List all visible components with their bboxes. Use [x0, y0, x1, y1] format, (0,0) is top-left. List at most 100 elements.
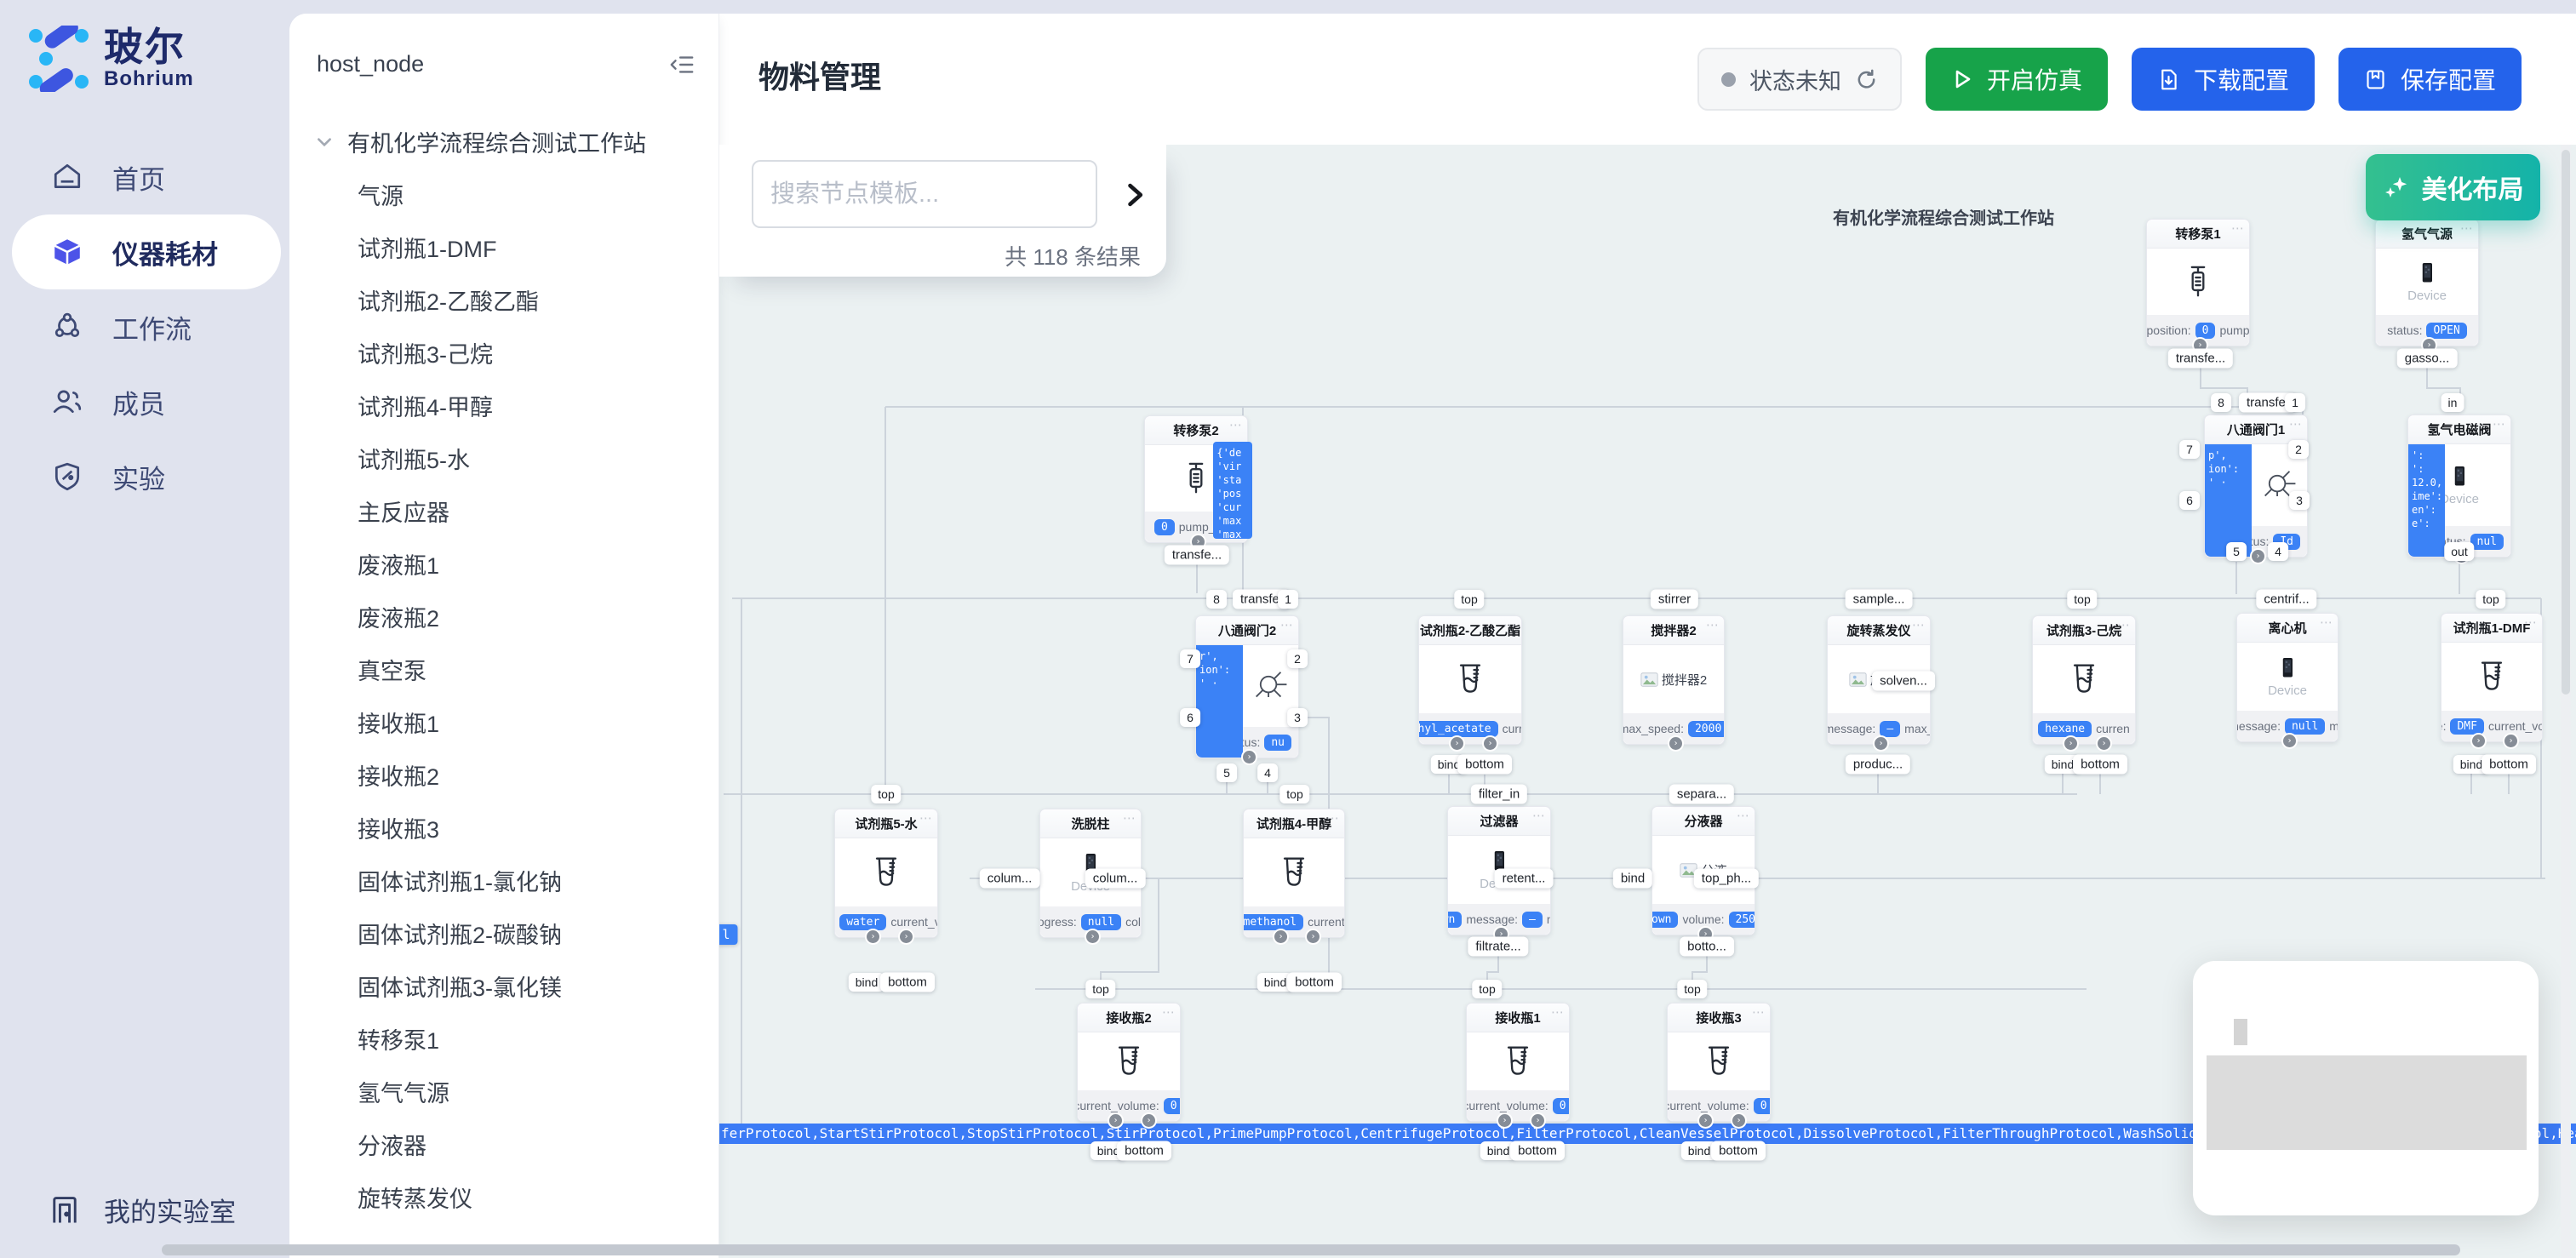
port-label[interactable]: 1	[2285, 393, 2305, 412]
port-label[interactable]: bottom	[1711, 1141, 1766, 1161]
port-label[interactable]: botto...	[1680, 936, 1734, 957]
port-label[interactable]: 6	[2179, 491, 2200, 510]
port-label[interactable]: top	[871, 785, 902, 803]
clipped-chip[interactable]: l	[719, 924, 738, 945]
port-label[interactable]: bottom	[1457, 754, 1512, 775]
flow-node-pump1[interactable]: 转移泵1 ⋯ position: 0 pump ›	[2146, 219, 2250, 352]
port-handle-icon[interactable]: ›	[1699, 1114, 1712, 1127]
port-label[interactable]: stirrer	[1650, 589, 1699, 609]
port-label[interactable]: top	[1085, 980, 1116, 998]
port-label[interactable]: bottom	[1510, 1141, 1565, 1161]
port-label[interactable]: solven...	[1872, 671, 1935, 691]
port-handle-icon[interactable]: ›	[1669, 737, 1682, 750]
expand-results-icon[interactable]	[1122, 182, 1148, 208]
tree-item[interactable]: 试剂瓶3-己烷	[358, 342, 494, 368]
flow-node-pump2[interactable]: 转移泵2 ⋯ 0 pump_info: {'de'vir'sta'pos'cur'max…	[1144, 415, 1252, 548]
vertical-scrollbar[interactable]	[2561, 145, 2571, 1258]
tree-item[interactable]: 转移泵1	[358, 1028, 440, 1054]
flow-node-valve1[interactable]: 八通阀门1⋯status:Idp',ion':' ·›	[2204, 415, 2308, 563]
port-label[interactable]: 1	[1278, 590, 1298, 609]
port-label[interactable]: colum...	[1085, 868, 1146, 889]
port-handle-icon[interactable]: ›	[1484, 737, 1497, 750]
port-handle-icon[interactable]: ›	[2064, 737, 2077, 750]
port-label[interactable]: in	[2441, 393, 2464, 412]
port-label[interactable]: bind	[1680, 1141, 1718, 1160]
port-label[interactable]: bind	[1257, 973, 1294, 992]
port-handle-icon[interactable]: ›	[1498, 1114, 1511, 1127]
flow-node-centrifuge[interactable]: 离心机 ⋯ Device message:nullma ›	[2236, 613, 2338, 747]
port-label[interactable]: filtrate...	[1468, 936, 1529, 957]
port-label[interactable]: sample...	[1845, 589, 1913, 609]
download-config-button[interactable]: 下载配置	[2131, 48, 2315, 111]
flow-node-receiver1[interactable]: 接收瓶1 ⋯ current_volume: 0 › ›	[1466, 1003, 1570, 1127]
port-handle-icon[interactable]: ›	[1732, 1114, 1745, 1127]
node-menu-icon[interactable]: ⋯	[1326, 811, 1340, 826]
port-label[interactable]: produc...	[1845, 754, 1911, 775]
flow-node-stirrer2[interactable]: 搅拌器2 ⋯ 搅拌器2 max_speed: 2000 ›	[1623, 615, 1725, 750]
collapse-panel-icon[interactable]	[669, 52, 695, 77]
port-label[interactable]: 5	[2226, 542, 2247, 561]
tree-root-row[interactable]: 有机化学流程综合测试工作站	[289, 77, 718, 158]
port-label[interactable]: 8	[2211, 393, 2231, 412]
port-label[interactable]: bind	[1480, 1141, 1517, 1160]
node-menu-icon[interactable]: ⋯	[1162, 1005, 1176, 1020]
sidebar-item-my-lab[interactable]: 我的实验室	[0, 1191, 236, 1229]
tree-item[interactable]: 真空泵	[358, 659, 426, 684]
port-handle-icon[interactable]: ›	[1109, 1114, 1122, 1127]
node-menu-icon[interactable]: ⋯	[1706, 618, 1720, 632]
flow-node-valve2[interactable]: 八通阀门2⋯status:nur',ion':' ·›	[1195, 615, 1299, 763]
node-menu-icon[interactable]: ⋯	[1229, 418, 1243, 432]
port-handle-icon[interactable]: ›	[1531, 1114, 1544, 1127]
port-label[interactable]: transfe.	[1232, 589, 1291, 609]
port-label[interactable]: bottom	[1287, 972, 1342, 992]
port-label[interactable]: bind	[1612, 868, 1653, 889]
port-label[interactable]: 3	[2289, 491, 2310, 510]
port-label[interactable]: 2	[1287, 649, 1308, 668]
port-label[interactable]: top_ph...	[1693, 868, 1760, 889]
tree-item[interactable]: 接收瓶2	[358, 764, 440, 790]
port-label[interactable]: 7	[1180, 649, 1200, 668]
port-label[interactable]: top	[2067, 590, 2098, 609]
node-menu-icon[interactable]: ⋯	[2231, 221, 2245, 236]
port-handle-icon[interactable]: ›	[2252, 550, 2264, 563]
beautify-layout-button[interactable]: 美化布局	[2366, 154, 2540, 220]
node-menu-icon[interactable]: ⋯	[1551, 1005, 1565, 1020]
node-menu-icon[interactable]: ⋯	[1280, 618, 1294, 632]
port-handle-icon[interactable]: ›	[2423, 339, 2436, 352]
tree-item[interactable]: 氢气气源	[358, 1081, 449, 1106]
port-label[interactable]: filter_in	[1470, 784, 1528, 804]
minimap-panel[interactable]	[2193, 961, 2539, 1215]
node-menu-icon[interactable]: ⋯	[2117, 618, 2131, 632]
tree-item[interactable]: 主反应器	[358, 500, 449, 526]
port-label[interactable]: 8	[1206, 590, 1227, 609]
port-handle-icon[interactable]: ›	[1274, 930, 1287, 943]
horizontal-scrollbar[interactable]	[162, 1244, 2460, 1255]
port-label[interactable]: out	[2444, 542, 2475, 561]
save-config-button[interactable]: 保存配置	[2338, 48, 2522, 111]
node-menu-icon[interactable]: ⋯	[2460, 221, 2474, 236]
port-label[interactable]: top	[1677, 980, 1708, 998]
port-label[interactable]: transfe...	[2167, 348, 2234, 369]
tree-item[interactable]: 试剂瓶1-DMF	[358, 237, 497, 262]
port-handle-icon[interactable]: ›	[1086, 930, 1099, 943]
port-handle-icon[interactable]: ›	[1243, 751, 1256, 763]
port-label[interactable]: 3	[1287, 708, 1308, 727]
tree-item[interactable]: 试剂瓶4-甲醇	[358, 395, 494, 420]
port-label[interactable]: 5	[1216, 763, 1237, 782]
search-input[interactable]	[752, 160, 1097, 228]
flow-node-bottle3[interactable]: 试剂瓶3-己烷 ⋯ hexane curren › ›	[2032, 615, 2136, 750]
flow-node-receiver2[interactable]: 接收瓶2 ⋯ current_volume: 0 › ›	[1077, 1003, 1181, 1127]
port-label[interactable]: bottom	[1117, 1141, 1171, 1161]
port-label[interactable]: top	[2476, 590, 2506, 609]
sidebar-item-instruments[interactable]: 仪器耗材	[12, 214, 281, 289]
port-label[interactable]: transfe...	[1164, 545, 1230, 565]
refresh-icon[interactable]	[1855, 68, 1878, 91]
flow-node-bottle2[interactable]: 试剂瓶2-乙酸乙酯⋯ hyl_acetate curre › ›	[1418, 615, 1522, 750]
port-handle-icon[interactable]: ›	[1451, 737, 1463, 750]
sidebar-item-members[interactable]: 成员	[0, 364, 289, 439]
port-handle-icon[interactable]: ›	[2194, 339, 2207, 352]
port-handle-icon[interactable]: ›	[1142, 1114, 1155, 1127]
tree-item[interactable]: 固体试剂瓶3-氯化镁	[358, 975, 563, 1001]
